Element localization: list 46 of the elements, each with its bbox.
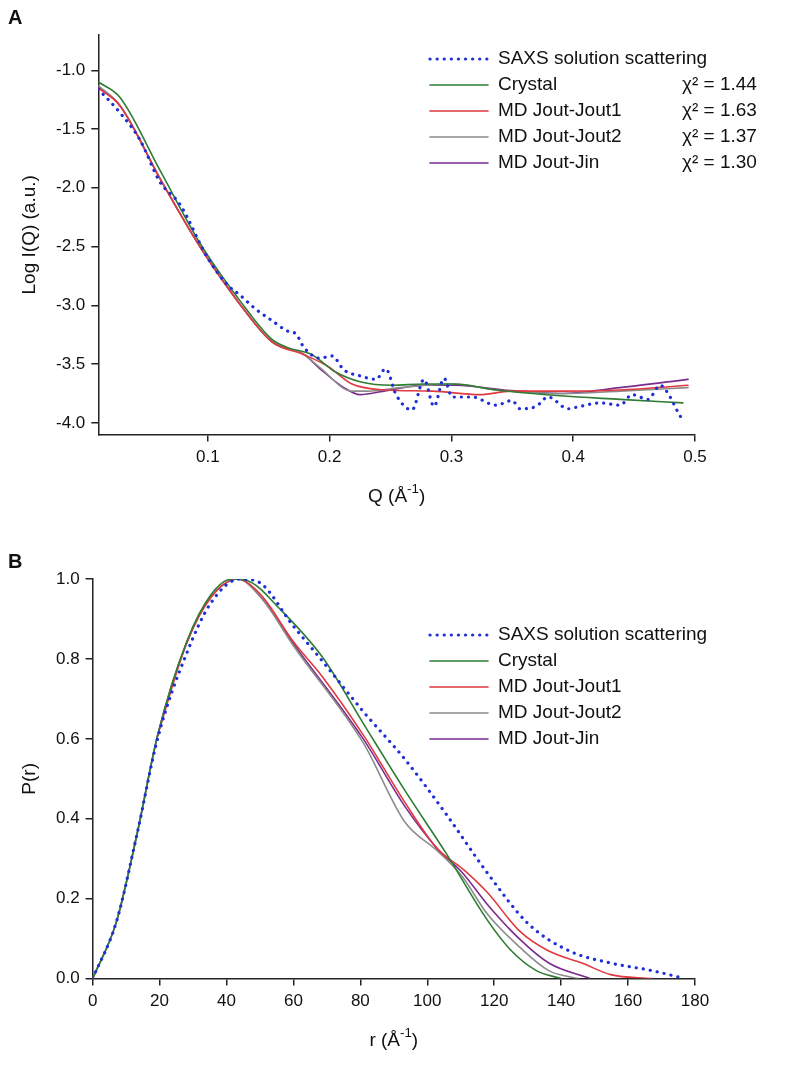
- x-tick-label: 0.3: [439, 447, 464, 467]
- y-tick-label: -3.0: [56, 295, 86, 315]
- legend-label: Crystal: [498, 73, 558, 95]
- annotation: χ² = 1.63: [682, 99, 757, 121]
- legend-label: MD Jout-Jin: [498, 727, 600, 749]
- legend-label: MD Jout-Jout1: [498, 99, 622, 121]
- annotation: χ² = 1.44: [682, 73, 758, 95]
- y-tick-label: -2.5: [56, 236, 86, 256]
- legend-label: MD Jout-Jout2: [498, 701, 622, 723]
- y-tick-label: 0.2: [55, 888, 80, 908]
- x-tick-label: 0.2: [317, 447, 342, 467]
- legend-label: Crystal: [498, 649, 558, 671]
- y-tick-label: 0.6: [55, 728, 80, 748]
- y-tick-label: -1.0: [56, 59, 86, 79]
- x-tick-label: 100: [413, 991, 442, 1011]
- y-axis-title: Log I(Q) (a.u.): [18, 175, 40, 295]
- y-tick-label: 0.8: [55, 648, 80, 668]
- text: B: [8, 549, 23, 572]
- x-tick-label: 0.5: [683, 447, 707, 467]
- x-tick-label: 20: [150, 991, 170, 1011]
- y-tick-label: 1.0: [55, 568, 80, 588]
- y-tick-label: -2.0: [56, 177, 86, 197]
- y-tick-label: -1.5: [56, 118, 86, 138]
- x-tick-label: 0: [87, 991, 98, 1011]
- legend-label: MD Jout-Jout2: [498, 125, 622, 147]
- x-tick-label: 140: [546, 991, 576, 1011]
- x-tick-label: 120: [480, 991, 509, 1011]
- legend-label: MD Jout-Jout1: [498, 675, 622, 697]
- y-axis-title: P(r): [18, 762, 40, 795]
- y-tick-label: 0.0: [55, 968, 80, 988]
- x-tick-label: 40: [217, 991, 236, 1011]
- y-tick-label: 0.4: [55, 808, 80, 828]
- annotation: χ² = 1.37: [682, 125, 757, 147]
- x-tick-label: 0.1: [196, 447, 220, 467]
- legend-label: MD Jout-Jin: [498, 151, 600, 173]
- legend-label: SAXS solution scattering: [498, 47, 708, 69]
- x-tick-label: 180: [680, 991, 710, 1011]
- annotation: χ² = 1.30: [682, 151, 757, 173]
- x-tick-label: 160: [613, 991, 643, 1011]
- x-tick-label: 60: [283, 991, 303, 1011]
- y-tick-label: -3.5: [56, 353, 86, 373]
- x-tick-label: 0.4: [561, 447, 586, 467]
- x-tick-label: 80: [350, 991, 370, 1011]
- text: A: [8, 5, 23, 28]
- y-tick-label: -4.0: [56, 412, 86, 432]
- legend-label: SAXS solution scattering: [498, 623, 708, 645]
